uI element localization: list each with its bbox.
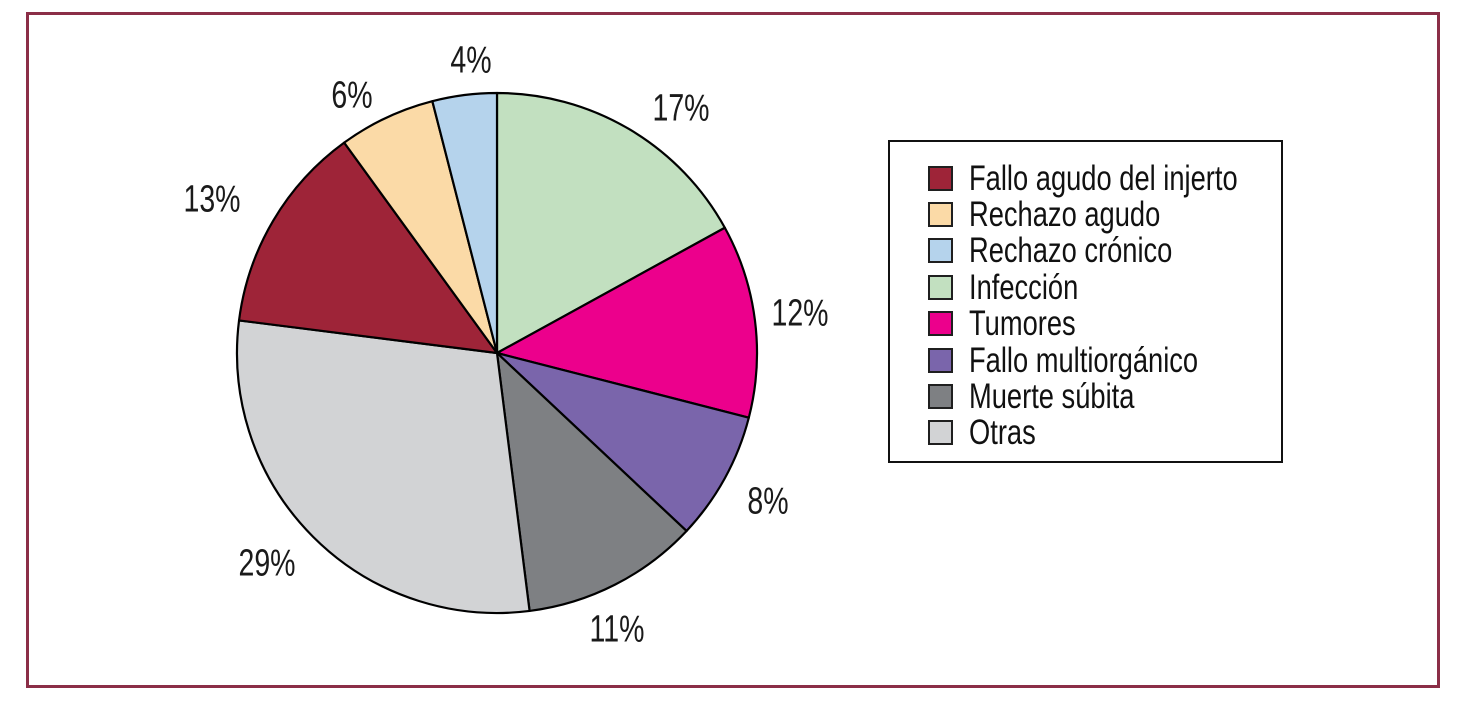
legend-swatch — [928, 202, 953, 228]
legend-item: Tumores — [890, 306, 1281, 342]
legend-swatch — [928, 420, 953, 446]
slice-percent-label: 17% — [652, 87, 710, 130]
pie-slice-1 — [237, 141, 499, 355]
slice-percent-label: 6% — [331, 74, 373, 117]
legend-label: Fallo agudo del injerto — [969, 158, 1238, 198]
legend-rows: Fallo agudo del injerto Rechazo agudo Rech… — [890, 160, 1281, 451]
slice-percent-label: 8% — [747, 480, 789, 523]
legend-label: Tumores — [969, 304, 1076, 344]
legend-item: Fallo agudo del injerto — [890, 160, 1281, 196]
legend-swatch — [928, 384, 953, 410]
legend-label: Rechazo agudo — [969, 195, 1161, 235]
pie-slice-7 — [495, 351, 688, 613]
legend-label: Fallo multiorgánico — [969, 340, 1199, 380]
legend-label: Muerte súbita — [969, 377, 1135, 417]
legend-swatch — [928, 274, 953, 300]
legend-swatch — [928, 238, 953, 264]
slice-percent-label: 12% — [771, 292, 829, 335]
legend-item: Rechazo agudo — [890, 196, 1281, 232]
pie-slice-4 — [495, 91, 726, 355]
legend-item: Muerte súbita — [890, 378, 1281, 414]
legend-item: Fallo multiorgánico — [890, 342, 1281, 378]
legend-swatch — [928, 347, 953, 373]
slice-percent-label: 13% — [183, 178, 241, 221]
legend: Fallo agudo del injerto Rechazo agudo Rech… — [888, 140, 1283, 463]
legend-item: Rechazo crónico — [890, 233, 1281, 269]
legend-swatch — [928, 311, 953, 337]
legend-item: Otras — [890, 415, 1281, 451]
legend-item: Infección — [890, 269, 1281, 305]
pie-slice-5 — [495, 226, 759, 419]
slice-percent-label: 11% — [589, 608, 645, 651]
slice-percent-label: 4% — [450, 39, 492, 82]
slice-percent-label: 29% — [238, 542, 296, 585]
pie-slice-8 — [235, 319, 531, 615]
legend-label: Rechazo crónico — [969, 231, 1173, 271]
legend-label: Otras — [969, 413, 1036, 453]
pie-slice-6 — [495, 351, 750, 533]
legend-swatch — [928, 165, 953, 191]
legend-label: Infección — [969, 267, 1079, 307]
pie-slice-3 — [431, 91, 499, 355]
